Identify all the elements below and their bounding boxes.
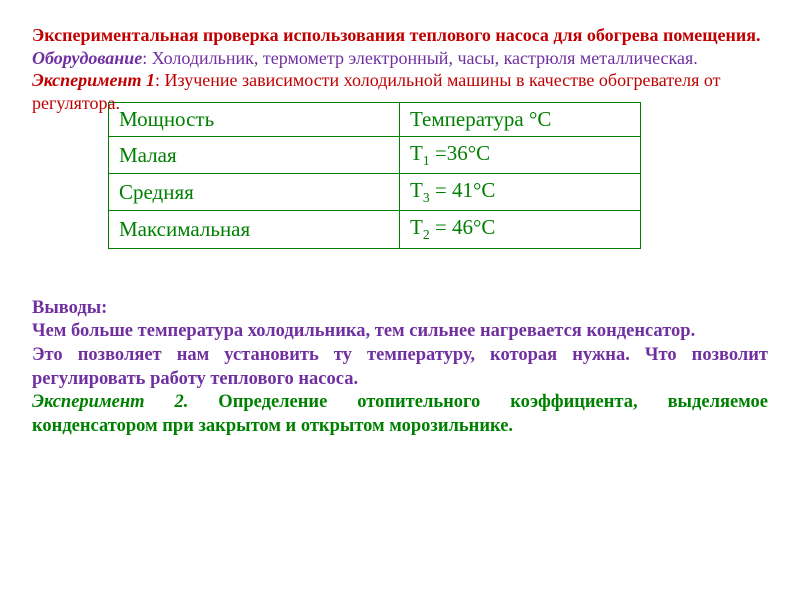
table-header-temp: Температура °С xyxy=(400,103,641,137)
cell-power: Средняя xyxy=(109,174,400,211)
table-row: Малая Т1 =36°С xyxy=(109,137,641,174)
data-table: Мощность Температура °С Малая Т1 =36°С С… xyxy=(108,102,641,249)
equipment-label: Оборудование xyxy=(32,48,142,68)
equipment-line: Оборудование: Холодильник, термометр эле… xyxy=(32,47,768,70)
conclusions-label: Выводы: xyxy=(32,297,768,321)
conclusions-block: Выводы: Чем больше температура холодильн… xyxy=(32,297,768,439)
table-header-row: Мощность Температура °С xyxy=(109,103,641,137)
header-block: Экспериментальная проверка использования… xyxy=(32,24,768,114)
experiment-2-line: Эксперимент 2. Определение отопительного… xyxy=(32,391,768,438)
conclusion-line-1: Чем больше температура холодильника, тем… xyxy=(32,320,768,344)
cell-temp: Т1 =36°С xyxy=(400,137,641,174)
exp1-label: Эксперимент 1 xyxy=(32,70,155,90)
equipment-text: : Холодильник, термометр электронный, ча… xyxy=(142,48,698,68)
table-row: Максимальная Т2 = 46°С xyxy=(109,211,641,248)
table-row: Средняя Т3 = 41°С xyxy=(109,174,641,211)
cell-power: Малая xyxy=(109,137,400,174)
main-title: Экспериментальная проверка использования… xyxy=(32,24,768,47)
cell-power: Максимальная xyxy=(109,211,400,248)
table-header-power: Мощность xyxy=(109,103,400,137)
cell-temp: Т2 = 46°С xyxy=(400,211,641,248)
exp2-label: Эксперимент 2. xyxy=(32,392,188,412)
conclusion-line-2: Это позволяет нам установить ту температ… xyxy=(32,344,768,391)
cell-temp: Т3 = 41°С xyxy=(400,174,641,211)
